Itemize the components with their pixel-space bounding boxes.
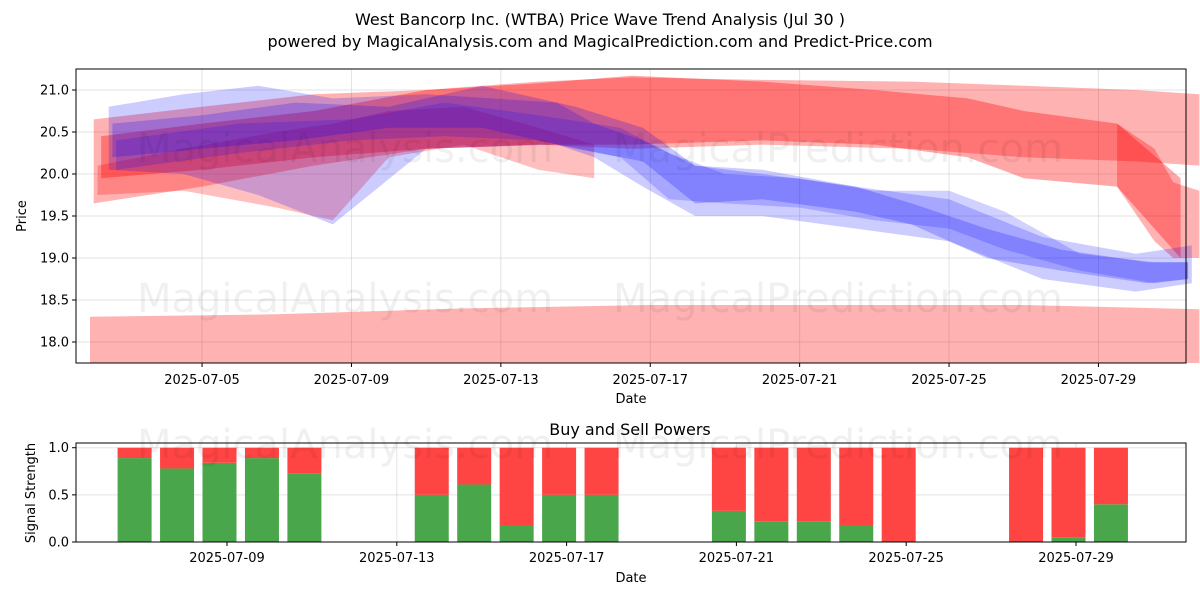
sell-bar bbox=[414, 447, 449, 495]
red-wave-upper-band bbox=[93, 77, 1200, 204]
price-x-ticks: 2025-07-05 2025-07-09 2025-07-13 2025-07-17… bbox=[164, 363, 1136, 388]
watermark-prediction-top: MagicalPrediction.com bbox=[613, 126, 1063, 172]
sell-bar bbox=[711, 447, 746, 511]
sell-bar bbox=[796, 447, 831, 522]
buy-bar bbox=[839, 525, 874, 542]
figure-subtitle: powered by MagicalAnalysis.com and Magic… bbox=[267, 32, 932, 51]
price-y-tick-label: 20.5 bbox=[40, 126, 69, 141]
price-x-tick-label: 2025-07-21 bbox=[762, 373, 838, 388]
buy-bar bbox=[542, 494, 577, 542]
signal-x-tick-label: 2025-07-09 bbox=[189, 551, 265, 566]
figure-title: West Bancorp Inc. (WTBA) Price Wave Tren… bbox=[355, 10, 845, 29]
sell-bar bbox=[584, 447, 619, 495]
signal-x-tick-label: 2025-07-25 bbox=[868, 551, 944, 566]
signal-x-tick-label: 2025-07-29 bbox=[1038, 551, 1114, 566]
buy-bar bbox=[1051, 537, 1086, 542]
sell-bar bbox=[754, 447, 789, 522]
price-x-tick-label: 2025-07-09 bbox=[314, 373, 390, 388]
sell-bar bbox=[287, 447, 322, 474]
blue-wave-3-band bbox=[116, 102, 1189, 284]
buy-bar bbox=[244, 458, 279, 542]
price-x-tick-label: 2025-07-17 bbox=[612, 373, 688, 388]
watermark-analysis-mid: MagicalAnalysis.com bbox=[137, 276, 553, 322]
signal-chart-title: Buy and Sell Powers bbox=[549, 420, 711, 439]
red-wave-tail-band bbox=[1117, 123, 1200, 258]
buy-bar bbox=[584, 494, 619, 542]
signal-x-tick-label: 2025-07-17 bbox=[529, 551, 605, 566]
signal-x-tick-label: 2025-07-21 bbox=[699, 551, 775, 566]
sell-bar bbox=[202, 447, 237, 463]
price-y-ticks: 18.0 18.5 19.0 19.5 20.0 20.5 21.0 bbox=[40, 84, 76, 351]
price-x-tick-label: 2025-07-05 bbox=[164, 373, 240, 388]
sell-bar bbox=[117, 447, 152, 459]
price-chart: MagicalAnalysis.com MagicalPrediction.co… bbox=[15, 68, 1200, 407]
signal-y-tick-label: 0.5 bbox=[48, 488, 69, 503]
price-y-tick-label: 19.5 bbox=[40, 210, 69, 225]
signal-y-ticks: 0.0 0.5 1.0 bbox=[48, 441, 76, 551]
price-y-tick-label: 20.0 bbox=[40, 168, 69, 183]
watermark-prediction-mid: MagicalPrediction.com bbox=[613, 276, 1063, 322]
buy-bar bbox=[457, 484, 492, 542]
buy-bar bbox=[287, 473, 322, 542]
watermark-analysis-bottom: MagicalAnalysis.com bbox=[137, 422, 553, 468]
buy-bar bbox=[1093, 504, 1128, 542]
sell-bar bbox=[542, 447, 577, 495]
price-grid bbox=[76, 69, 1186, 363]
signal-x-ticks: 2025-07-09 2025-07-13 2025-07-17 2025-07-21… bbox=[189, 542, 1114, 566]
signal-chart: Buy and Sell Powers MagicalAnalysis.com … bbox=[24, 420, 1187, 586]
price-y-tick-label: 19.0 bbox=[40, 252, 69, 267]
buy-bar bbox=[711, 510, 746, 542]
buy-bar bbox=[414, 494, 449, 542]
price-y-tick-label: 18.5 bbox=[40, 294, 69, 309]
price-x-tick-label: 2025-07-29 bbox=[1061, 373, 1137, 388]
buy-bar bbox=[202, 462, 237, 542]
watermark-prediction-bottom: MagicalPrediction.com bbox=[613, 422, 1063, 468]
price-y-tick-label: 18.0 bbox=[40, 336, 69, 351]
sell-bar bbox=[499, 447, 534, 526]
buy-bar bbox=[754, 521, 789, 542]
sell-bar bbox=[1093, 447, 1128, 505]
price-x-label: Date bbox=[615, 392, 646, 407]
price-x-tick-label: 2025-07-25 bbox=[911, 373, 987, 388]
sell-bar bbox=[1009, 447, 1044, 542]
signal-x-label: Date bbox=[615, 571, 646, 586]
signal-y-tick-label: 1.0 bbox=[48, 441, 69, 456]
blue-wave-1-band bbox=[108, 85, 1192, 292]
signal-y-label: Signal Strength bbox=[24, 443, 39, 543]
sell-bar bbox=[244, 447, 279, 459]
red-support-band bbox=[90, 305, 1200, 363]
watermark-analysis-top: MagicalAnalysis.com bbox=[137, 126, 553, 172]
signal-plot-frame bbox=[75, 442, 1187, 543]
buy-bar bbox=[117, 458, 152, 542]
price-y-label: Price bbox=[15, 200, 30, 232]
sell-bar bbox=[881, 447, 916, 542]
signal-y-tick-label: 0.0 bbox=[48, 536, 69, 551]
sell-bar bbox=[839, 447, 874, 526]
sell-bar bbox=[457, 447, 492, 485]
blue-wave-2-band bbox=[112, 85, 1189, 284]
buy-bar bbox=[160, 468, 195, 542]
buy-bar bbox=[499, 525, 534, 542]
red-wave-short-band bbox=[97, 106, 595, 221]
signal-bars bbox=[117, 447, 1128, 542]
price-wave-bands bbox=[90, 75, 1200, 363]
sell-bar bbox=[1051, 447, 1086, 538]
price-x-tick-label: 2025-07-13 bbox=[463, 373, 539, 388]
price-y-tick-label: 21.0 bbox=[40, 84, 69, 99]
buy-bar bbox=[796, 521, 831, 542]
signal-x-tick-label: 2025-07-13 bbox=[359, 551, 435, 566]
red-wave-main-band bbox=[101, 75, 1181, 258]
sell-bar bbox=[160, 447, 195, 469]
